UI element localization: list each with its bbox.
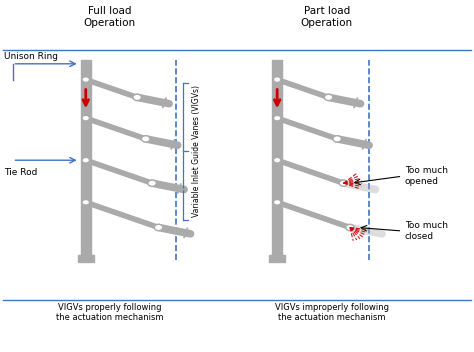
Circle shape <box>324 94 333 101</box>
Circle shape <box>133 94 141 101</box>
Circle shape <box>273 157 281 163</box>
Text: Too much
opened: Too much opened <box>405 166 448 186</box>
Circle shape <box>82 115 90 121</box>
Text: Variable Inlet Guide Vanes (VIGVs): Variable Inlet Guide Vanes (VIGVs) <box>192 86 201 218</box>
Bar <box>269 255 285 262</box>
Bar <box>78 255 93 262</box>
Text: VIGVs improperly following
the actuation mechanism: VIGVs improperly following the actuation… <box>274 303 389 322</box>
Circle shape <box>273 200 281 205</box>
Text: Full load
Operation: Full load Operation <box>83 6 136 27</box>
Text: Part load
Operation: Part load Operation <box>301 6 353 27</box>
Circle shape <box>82 200 90 205</box>
Circle shape <box>346 224 354 231</box>
Text: VIGVs properly following
the actuation mechanism: VIGVs properly following the actuation m… <box>55 303 163 322</box>
Bar <box>272 60 283 257</box>
Text: Unison Ring: Unison Ring <box>4 52 58 61</box>
Bar <box>81 60 91 257</box>
Text: Tie Rod: Tie Rod <box>4 168 38 177</box>
Circle shape <box>333 136 341 142</box>
Circle shape <box>82 157 90 163</box>
Circle shape <box>273 115 281 121</box>
Circle shape <box>155 224 163 231</box>
Circle shape <box>273 77 281 82</box>
Circle shape <box>339 180 348 186</box>
Circle shape <box>141 136 150 142</box>
Circle shape <box>82 77 90 82</box>
Circle shape <box>148 180 156 186</box>
Text: Too much
closed: Too much closed <box>405 221 448 241</box>
